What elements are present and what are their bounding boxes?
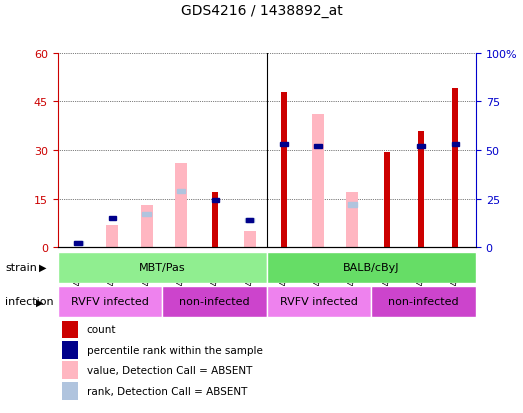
Bar <box>244 232 256 248</box>
Bar <box>245 218 254 223</box>
Bar <box>62 361 78 380</box>
Bar <box>62 320 78 338</box>
Text: RVFV infected: RVFV infected <box>71 297 149 307</box>
Bar <box>246 218 253 222</box>
Bar <box>212 193 219 248</box>
Bar <box>267 286 371 317</box>
Bar <box>162 286 267 317</box>
Bar <box>314 145 322 149</box>
Bar <box>62 341 78 359</box>
Bar <box>346 193 358 248</box>
Bar <box>175 164 187 248</box>
Bar <box>384 152 390 248</box>
Bar <box>281 93 287 248</box>
Bar <box>62 382 78 400</box>
Bar <box>58 252 267 283</box>
Bar <box>348 203 357 207</box>
Text: infection: infection <box>5 297 54 307</box>
Text: strain: strain <box>5 262 37 273</box>
Bar <box>312 115 324 248</box>
Bar <box>106 225 118 248</box>
Text: rank, Detection Call = ABSENT: rank, Detection Call = ABSENT <box>87 386 247 396</box>
Bar <box>142 213 151 217</box>
Text: ▶: ▶ <box>39 262 47 273</box>
Text: non-infected: non-infected <box>179 297 250 307</box>
Bar <box>109 216 116 220</box>
Text: ▶: ▶ <box>36 297 43 307</box>
Text: RVFV infected: RVFV infected <box>280 297 358 307</box>
Bar <box>417 145 425 149</box>
Bar <box>58 286 162 317</box>
Bar <box>177 189 186 193</box>
Bar <box>74 242 83 246</box>
Text: non-infected: non-infected <box>388 297 459 307</box>
Bar <box>141 206 153 248</box>
Bar <box>452 89 459 248</box>
Text: count: count <box>87 324 116 334</box>
Bar <box>451 142 459 147</box>
Text: GDS4216 / 1438892_at: GDS4216 / 1438892_at <box>180 4 343 18</box>
Text: MBT/Pas: MBT/Pas <box>139 262 186 273</box>
Bar <box>211 199 219 203</box>
Bar <box>371 286 476 317</box>
Bar <box>267 252 476 283</box>
Bar <box>280 142 288 147</box>
Bar <box>418 131 424 248</box>
Text: BALB/cByJ: BALB/cByJ <box>343 262 400 273</box>
Bar <box>74 242 82 246</box>
Text: value, Detection Call = ABSENT: value, Detection Call = ABSENT <box>87 366 252 375</box>
Text: percentile rank within the sample: percentile rank within the sample <box>87 345 263 355</box>
